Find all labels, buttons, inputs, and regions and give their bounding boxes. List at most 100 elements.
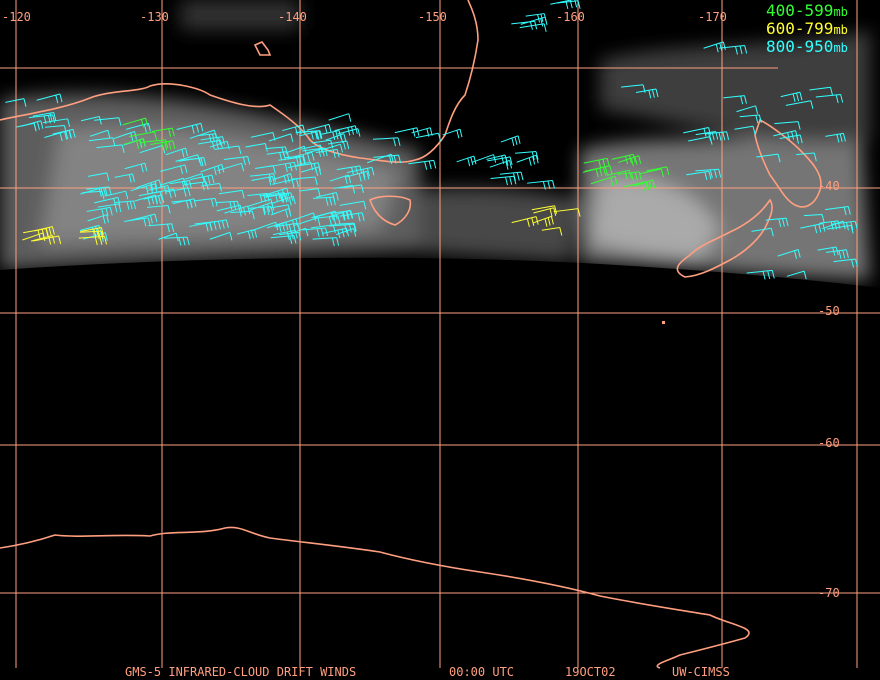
wind-barb (786, 270, 807, 280)
wind-barb (489, 159, 513, 170)
wind-barb (125, 122, 151, 133)
legend-unit: mb (833, 5, 847, 19)
footer-time: 00:00 UTC (449, 665, 514, 679)
wind-barb (780, 91, 803, 102)
wind-barb (270, 195, 296, 206)
legend-range: 800-950 (766, 37, 833, 56)
wind-barb (688, 136, 713, 145)
wind-barb (178, 156, 207, 167)
wind-barb (531, 205, 558, 214)
wind-barb (136, 179, 162, 191)
wind-barb (550, 0, 578, 10)
lon-label: -160 (556, 10, 585, 24)
wind-barb (143, 194, 165, 205)
wind-barb (333, 222, 357, 232)
wind-barb (302, 147, 325, 157)
wind-barb (123, 217, 151, 227)
wind-barb (94, 117, 122, 126)
wind-barb (833, 258, 858, 268)
wind-barb (214, 145, 242, 155)
wind-barb (130, 183, 158, 195)
wind-barb (175, 154, 201, 163)
wind-barb (590, 175, 618, 186)
wind-barb (583, 157, 610, 169)
wind-barb (87, 214, 110, 224)
wind-barb (337, 128, 361, 137)
wind-barb (511, 216, 539, 227)
wind-barb (268, 133, 294, 143)
wind-barb (270, 207, 292, 218)
wind-barb (124, 162, 148, 173)
wind-barb (611, 153, 636, 165)
wind-barb (21, 120, 44, 131)
wind-barb (272, 173, 294, 184)
footer-product: GMS-5 INFRARED-CLOUD DRIFT WINDS (125, 665, 356, 679)
wind-barb (216, 204, 243, 214)
wind-barb (533, 207, 557, 217)
legend-unit: mb (833, 23, 847, 37)
footer: GMS-5 INFRARED-CLOUD DRIFT WINDS 00:00 U… (125, 665, 730, 679)
wind-barb (683, 126, 712, 137)
wind-barb (695, 168, 722, 178)
wind-barb (736, 105, 759, 114)
wind-barb (809, 86, 833, 96)
wind-barb (33, 235, 62, 245)
lat-label: -70 (818, 586, 840, 600)
legend-range: 600-799 (766, 19, 833, 38)
wind-barb (333, 184, 356, 194)
wind-barb (236, 228, 258, 240)
wind-barb (78, 235, 108, 246)
wind-barb (442, 128, 463, 139)
wind-barb (262, 187, 290, 200)
wind-barb (255, 165, 276, 174)
wind-barb (312, 237, 340, 246)
wind-barb (325, 133, 347, 143)
lat-label: -60 (818, 436, 840, 450)
wind-barb (646, 166, 670, 175)
wind-barb (825, 132, 846, 143)
wind-barb (490, 175, 517, 186)
wind-barb (339, 212, 365, 222)
wind-barb (825, 249, 849, 259)
wind-barb (164, 236, 190, 246)
lon-label: -140 (278, 10, 307, 24)
lon-label: -170 (698, 10, 727, 24)
wind-barb (80, 226, 104, 238)
wind-barb (104, 190, 129, 200)
wind-barb (172, 198, 197, 209)
wind-barb (287, 151, 315, 163)
wind-barb (345, 170, 370, 182)
legend-range: 400-599 (766, 1, 833, 20)
wind-barb (819, 220, 841, 230)
wind-barb (774, 121, 801, 130)
wind-barb (705, 131, 730, 141)
wind-barb (265, 192, 294, 203)
wind-barb (346, 166, 375, 178)
wind-barb (765, 217, 789, 227)
wind-barb (703, 41, 726, 53)
wind-barb (312, 196, 336, 206)
wind-barb (274, 222, 301, 233)
wind-barb (271, 178, 299, 189)
wind-barb (34, 226, 55, 237)
wind-barb (194, 197, 218, 207)
wind-barb (803, 214, 825, 223)
lon-label: -150 (418, 10, 447, 24)
wind-barb (251, 176, 276, 186)
legend-entry: 800-950mb (766, 37, 848, 56)
wind-barb (584, 165, 613, 175)
wind-barb (541, 227, 563, 236)
wind-barb (217, 162, 245, 172)
lon-label: -130 (140, 10, 169, 24)
wind-barb (313, 215, 341, 225)
wind-barb (184, 173, 205, 182)
wind-barb (785, 100, 814, 109)
wind-barb (756, 153, 781, 163)
wind-barb (270, 234, 297, 244)
wind-barb (322, 227, 350, 239)
wind-barb (734, 125, 756, 135)
wind-barb (618, 155, 642, 167)
wind-barb (96, 144, 125, 153)
